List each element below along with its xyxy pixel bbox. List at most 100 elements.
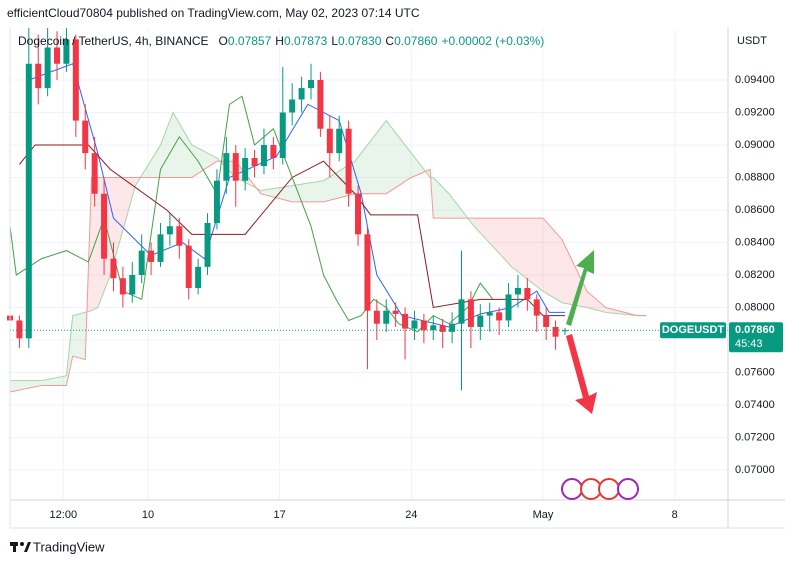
published-line: efficientCloud70804 published on Trading… [7, 6, 420, 20]
event-icon[interactable] [561, 478, 583, 500]
cloud-segment [511, 218, 544, 292]
candle-body [54, 47, 61, 64]
change: +0.00002 (+0.03%) [441, 34, 544, 48]
candle-body [91, 153, 98, 194]
candle-body [373, 310, 380, 324]
y-tick-label: 0.07200 [735, 431, 775, 443]
candle-body [270, 144, 277, 158]
candle-body [505, 294, 512, 321]
candle-body [477, 315, 484, 327]
candle-body [298, 88, 305, 100]
ohlc-key: L [331, 34, 338, 48]
candle-body [524, 287, 531, 300]
price-tag-text: 0.07860 [735, 324, 775, 336]
y-tick-label: 0.08000 [735, 301, 775, 313]
candle-body [72, 39, 79, 121]
y-tick-label: 0.08200 [735, 269, 775, 281]
candle-body [317, 79, 324, 129]
candle-body [119, 278, 126, 295]
candle-body [157, 234, 164, 262]
cloud-segment [41, 375, 67, 386]
logo [10, 542, 31, 552]
candle-body [166, 226, 173, 235]
ohlc-value: 0.07830 [338, 34, 382, 48]
candle-body [307, 79, 314, 89]
candle-body [242, 157, 249, 181]
y-tick-label: 0.08800 [735, 171, 775, 183]
cloud-line [10, 111, 647, 382]
candle-body [439, 325, 446, 332]
candle-body [223, 153, 230, 181]
cloud-segment [386, 120, 412, 194]
cloud-segment [72, 312, 86, 360]
candle-body [355, 193, 362, 235]
ohlc-value: 0.07860 [394, 34, 438, 48]
cloud-segment [543, 218, 562, 303]
candle-body [101, 193, 108, 259]
cloud-segment [10, 380, 42, 392]
y-tick-label: 0.09200 [735, 106, 775, 118]
ohlc-key: H [275, 34, 284, 48]
candle-body [289, 99, 296, 113]
up-arrow [566, 250, 594, 326]
candle-body [449, 323, 456, 332]
event-icon[interactable] [617, 478, 639, 500]
candle-body [185, 245, 192, 288]
candle-body [514, 287, 521, 295]
symbol-tag [660, 322, 726, 339]
candle-body [251, 157, 258, 167]
candle-body [486, 312, 493, 316]
candle-body [411, 320, 418, 329]
cloud-segment [586, 291, 606, 313]
candle-body [364, 234, 371, 311]
candle-body [543, 315, 550, 327]
candle-body [138, 250, 145, 275]
ohlc-key: C [385, 34, 394, 48]
cloud-segment [110, 177, 136, 275]
x-tick-label: 24 [405, 509, 417, 521]
down-arrow [566, 334, 597, 414]
candle-body [279, 112, 286, 158]
x-tick-label: 8 [672, 509, 678, 521]
y-tick-label: 0.07600 [735, 366, 775, 378]
candle-body [63, 39, 70, 64]
candle-body [467, 299, 474, 327]
candle-body [420, 320, 427, 331]
candle-body [458, 299, 465, 324]
candle-body [260, 144, 267, 167]
cloud-segment [160, 112, 174, 178]
candle-body [16, 320, 23, 339]
y-tick-label: 0.09000 [735, 139, 775, 151]
cloud-line [9, 160, 647, 393]
candle-body [82, 120, 89, 154]
ohlc-key: O [219, 34, 228, 48]
event-icon[interactable] [598, 478, 620, 500]
cloud-segment [173, 112, 192, 178]
cloud-segment [191, 144, 217, 178]
cloud-segment [433, 177, 449, 219]
x-tick-label: May [533, 509, 554, 521]
y-tick-label: 0.07400 [735, 399, 775, 411]
candle-body [383, 310, 390, 324]
price-tag [729, 322, 783, 353]
candle-body [561, 330, 568, 332]
candle-body [326, 128, 333, 154]
y-tick-label: 0.09400 [735, 74, 775, 86]
y-tick-label: 0.07000 [735, 464, 775, 476]
ohlc-legend: O 0.07857 H 0.07873 L 0.07830 C 0.07860 +0.00002… [219, 34, 545, 48]
symbol-tag-text: DOGEUSDT [662, 324, 725, 336]
indicator-line [19, 144, 565, 317]
y-tick-label: 0.08600 [735, 204, 775, 216]
ohlc-value: 0.07857 [228, 34, 272, 48]
candle-body [552, 326, 559, 337]
candle-body [336, 128, 343, 154]
currency: USDT [737, 35, 767, 47]
event-icons [561, 478, 639, 500]
candle-body [213, 180, 220, 223]
candle-body [402, 313, 409, 329]
cloud-segment [474, 218, 512, 267]
cloud-segment [411, 153, 431, 178]
ohlc-value: 0.07873 [284, 34, 328, 48]
